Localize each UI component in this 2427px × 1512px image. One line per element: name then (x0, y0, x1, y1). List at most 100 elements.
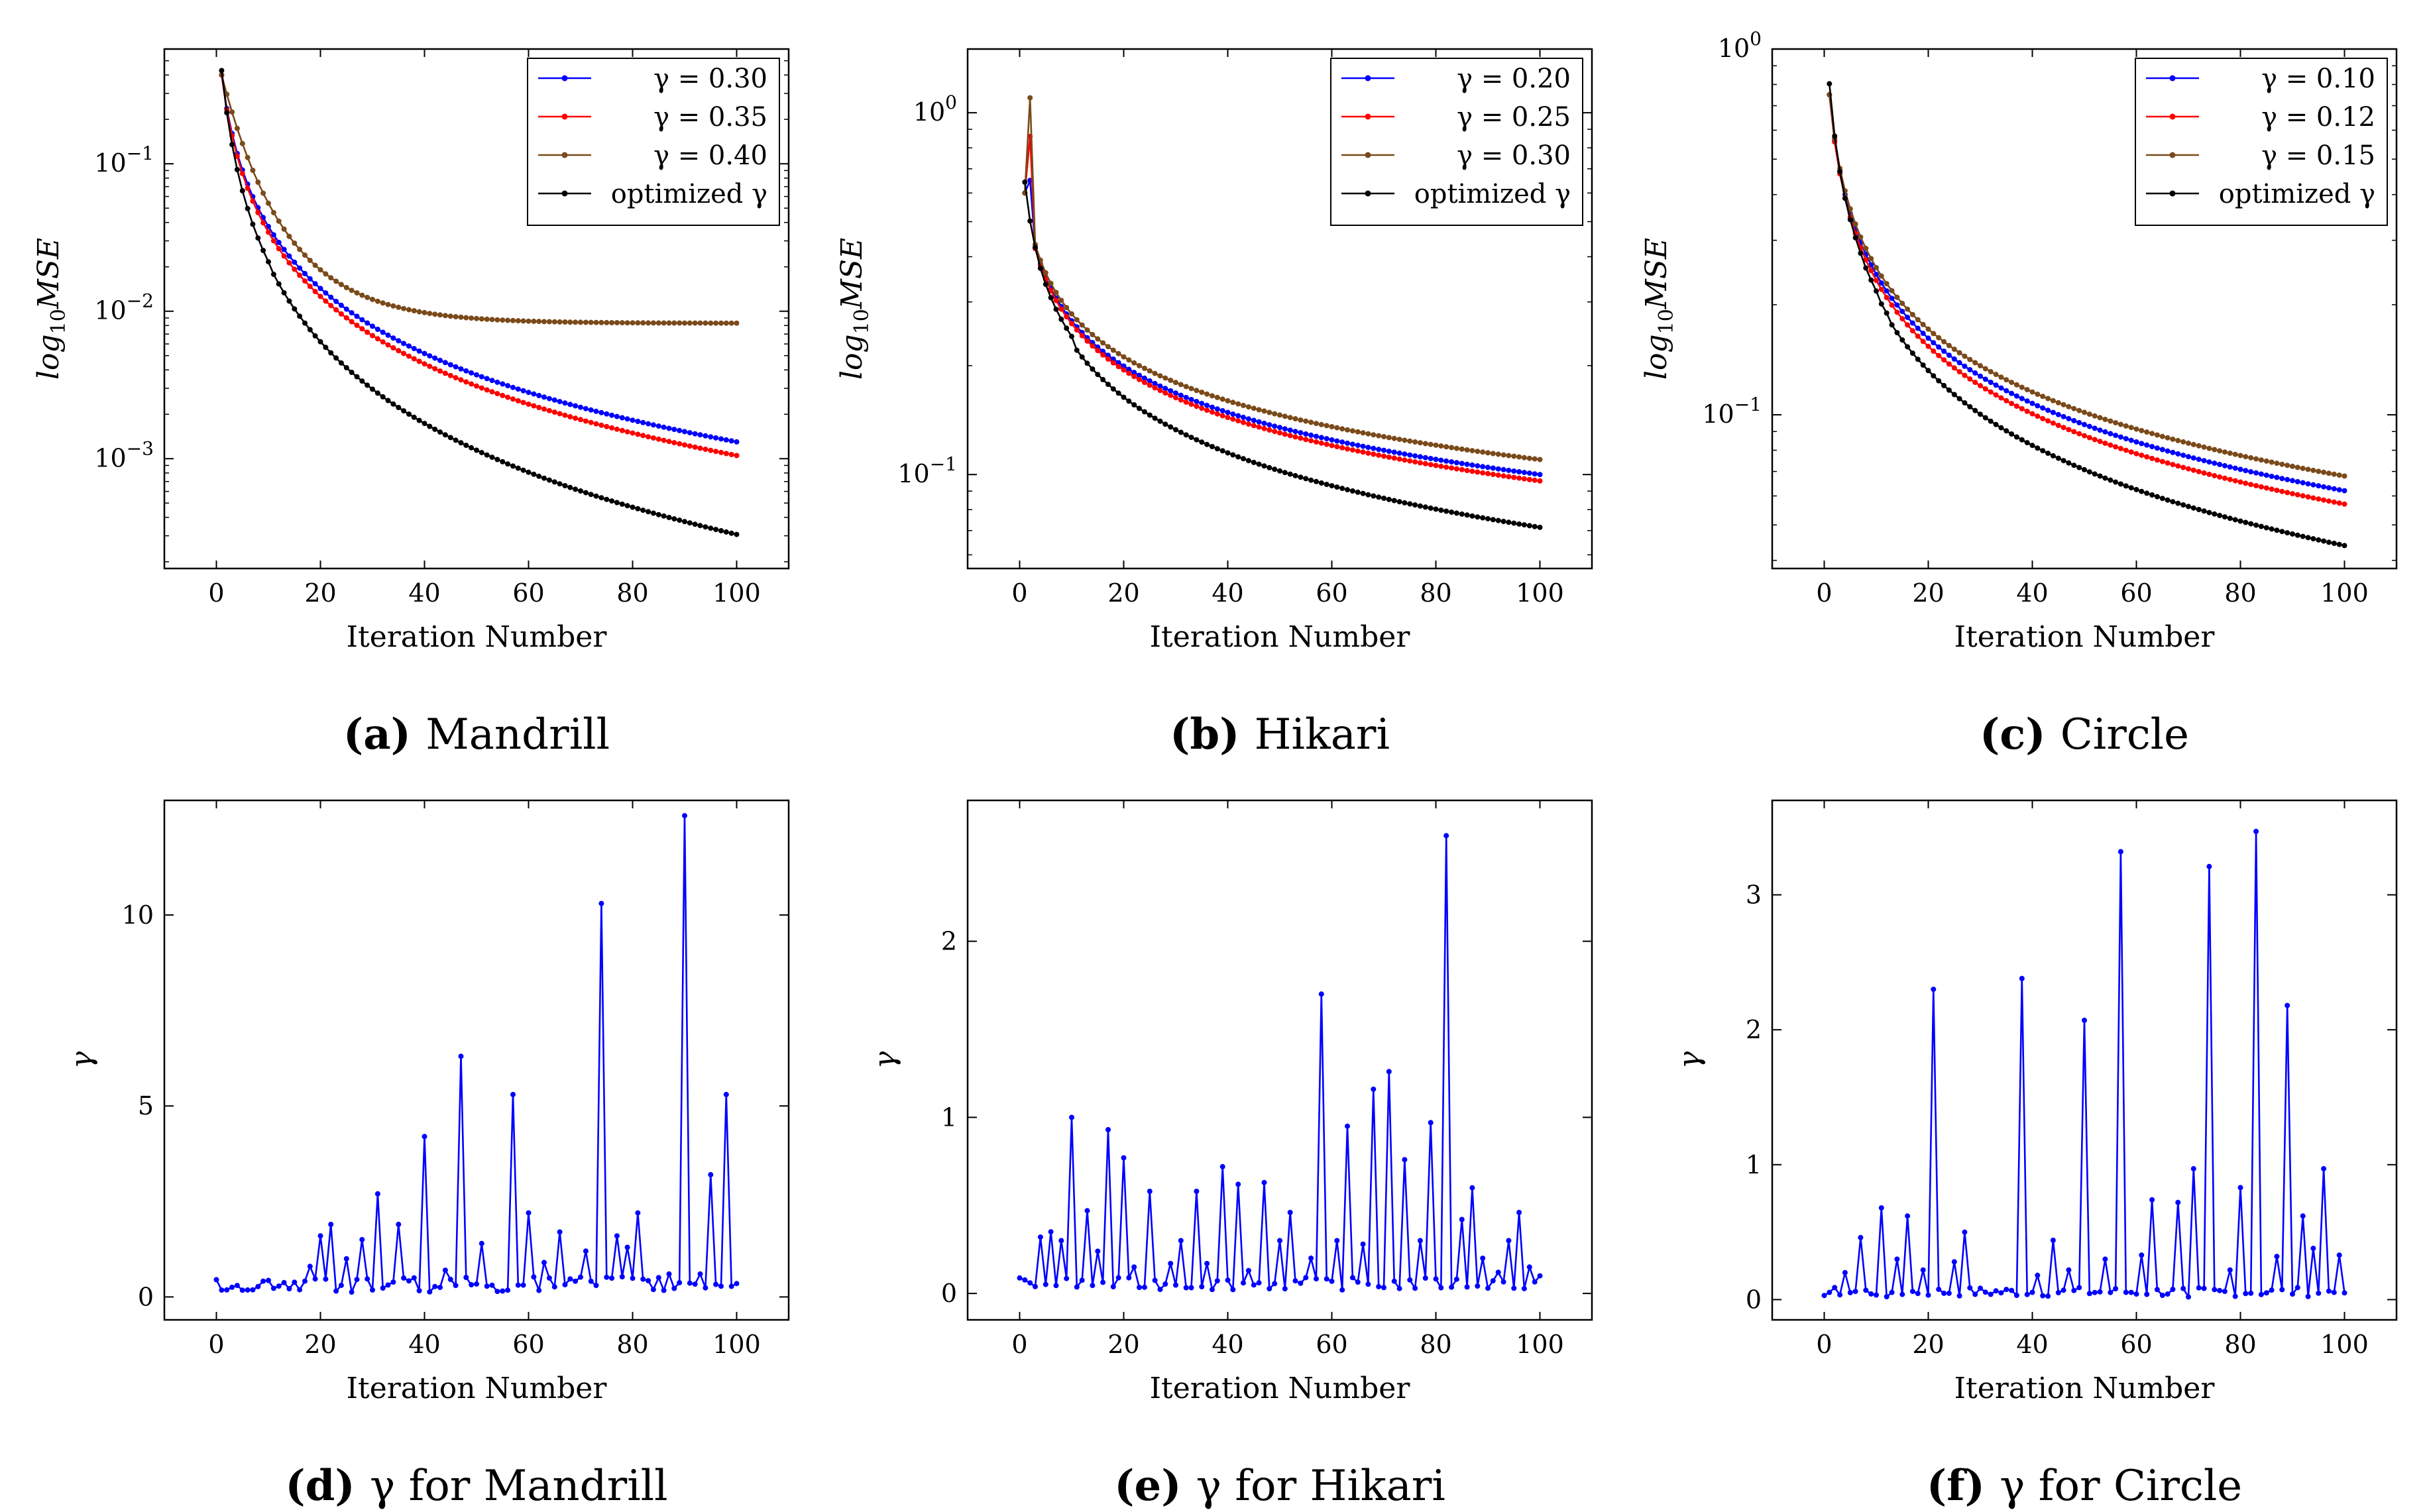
data-point (650, 1287, 656, 1293)
data-point (469, 445, 475, 451)
data-point (1422, 504, 1428, 510)
x-tick-label: 60 (512, 578, 544, 608)
data-point (1909, 311, 1915, 317)
data-point (2290, 463, 2295, 469)
data-point (484, 1283, 490, 1289)
data-point (1878, 280, 1884, 286)
data-point (2269, 1287, 2275, 1293)
data-point (2206, 510, 2212, 515)
data-point (1282, 426, 1288, 432)
data-point (370, 333, 375, 339)
data-point (1988, 389, 1994, 395)
data-point (312, 289, 318, 294)
data-point (1126, 357, 1132, 363)
data-point (1905, 315, 1911, 320)
legend-marker (561, 190, 568, 197)
data-point (1475, 1283, 1481, 1289)
data-point (2029, 400, 2035, 406)
data-point (573, 1278, 579, 1284)
data-point (1308, 438, 1314, 444)
data-point (292, 266, 298, 272)
data-point (1121, 354, 1127, 360)
data-point (2154, 445, 2160, 451)
data-point (1064, 325, 1070, 331)
data-point (239, 170, 245, 176)
data-point (489, 455, 495, 460)
data-point (650, 435, 656, 441)
data-point (2071, 429, 2077, 435)
legend-marker (561, 113, 568, 120)
plot-frame (1771, 48, 2398, 570)
data-point (1842, 195, 1848, 201)
data-point (1412, 459, 1418, 465)
data-point (1469, 513, 1475, 519)
data-point (1485, 470, 1491, 476)
data-point (416, 358, 422, 364)
data-point (551, 319, 557, 325)
data-point (1941, 382, 1947, 388)
data-point (2336, 500, 2342, 506)
data-point (234, 154, 240, 159)
data-point (624, 1244, 630, 1250)
data-point (1863, 265, 1869, 271)
data-point (1282, 1286, 1288, 1292)
data-point (1475, 463, 1481, 469)
data-point (1188, 397, 1194, 402)
data-point (432, 1283, 438, 1289)
data-point (1453, 466, 1459, 472)
data-point (1219, 407, 1225, 413)
data-point (1464, 447, 1470, 453)
data-point (2024, 398, 2030, 404)
data-point (1225, 398, 1231, 404)
data-point (1115, 351, 1121, 356)
data-point (1287, 415, 1293, 421)
data-point (2050, 420, 2056, 426)
data-point (1360, 449, 1366, 455)
data-point (2092, 413, 2098, 419)
data-point (1480, 449, 1486, 455)
data-point (1511, 1285, 1517, 1291)
data-point (2113, 444, 2119, 450)
data-point (578, 417, 583, 423)
data-point (1391, 435, 1397, 441)
data-point (359, 1236, 365, 1242)
data-point (567, 319, 573, 325)
data-point (1376, 453, 1382, 458)
data-point (2102, 429, 2108, 435)
data-point (2013, 393, 2019, 399)
data-point (1308, 419, 1314, 425)
data-point (515, 465, 521, 471)
data-point (2263, 472, 2269, 478)
data-point (541, 406, 547, 412)
data-point (723, 1091, 729, 1097)
data-point (2290, 478, 2295, 484)
data-point (1909, 1289, 1915, 1295)
data-point (2310, 536, 2316, 542)
data-point (666, 1271, 672, 1277)
data-point (365, 294, 370, 300)
data-point (2019, 405, 2025, 411)
data-point (1868, 268, 1874, 274)
data-point (1079, 1277, 1085, 1283)
data-point (2117, 421, 2123, 427)
data-point (1386, 435, 1392, 441)
data-point (2310, 1246, 2316, 1252)
data-point (2279, 476, 2285, 482)
data-point (2076, 419, 2082, 425)
data-point (270, 1285, 276, 1291)
data-point (614, 426, 620, 432)
data-point (1141, 409, 1147, 415)
data-point (365, 329, 370, 335)
data-point (588, 407, 594, 413)
data-point (635, 419, 641, 424)
data-point (1412, 453, 1418, 459)
data-point (588, 419, 594, 425)
data-point (1402, 457, 1408, 463)
data-point (1033, 244, 1038, 250)
data-point (2009, 431, 2015, 437)
data-point (728, 1283, 734, 1289)
data-point (713, 320, 719, 326)
data-point (1027, 95, 1033, 101)
data-point (281, 253, 287, 259)
data-point (1261, 425, 1267, 431)
